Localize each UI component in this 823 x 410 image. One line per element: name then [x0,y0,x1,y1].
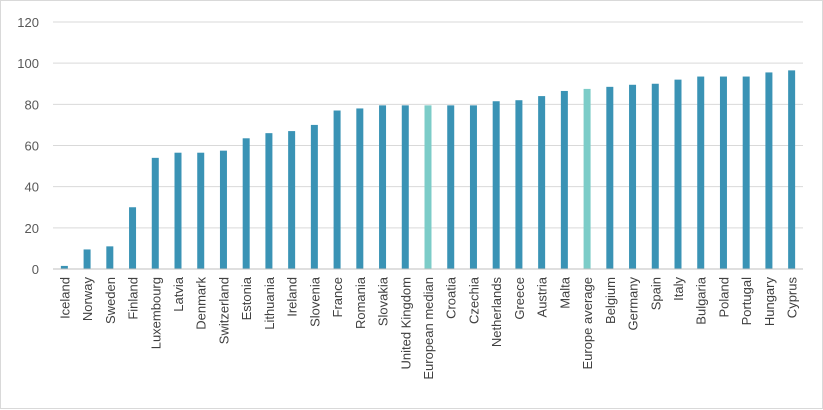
bar-ireland [288,131,296,269]
bar-united-kingdom [401,105,409,269]
x-tick-label-czechia: Czechia [466,276,481,324]
bars [60,70,796,270]
bar-czechia [469,105,477,269]
x-tick-label-estonia: Estonia [239,276,254,320]
bar-europe-average [583,88,591,269]
bar-denmark [197,152,205,269]
bar-germany [629,84,637,269]
x-tick-label-poland: Poland [716,277,731,317]
x-tick-label-europe-average: Europe average [580,277,595,370]
y-tick-label: 80 [25,97,39,112]
x-tick-label-portugal: Portugal [739,277,754,326]
bar-austria [538,96,546,269]
x-tick-label-ireland: Ireland [285,277,300,317]
bar-netherlands [492,101,500,269]
bar-estonia [242,138,250,269]
bar-italy [674,79,682,269]
bar-spain [651,83,659,269]
x-tick-label-norway: Norway [80,277,95,322]
x-tick-label-austria: Austria [535,276,550,317]
bar-lithuania [265,133,273,269]
y-tick-label: 60 [25,139,39,154]
bar-poland [719,76,727,269]
x-tick-label-greece: Greece [512,277,527,320]
bar-france [333,110,341,269]
x-tick-label-sweden: Sweden [103,277,118,324]
y-tick-label: 20 [25,221,39,236]
x-tick-label-romania: Romania [353,276,368,329]
x-tick-label-france: France [330,277,345,317]
x-tick-label-lithuania: Lithuania [262,276,277,330]
x-tick-label-iceland: Iceland [57,277,72,319]
bar-portugal [742,76,750,269]
x-tick-label-united-kingdom: United Kingdom [398,277,413,370]
y-tick-label: 120 [17,15,39,30]
y-tick-label: 100 [17,56,39,71]
bar-sweden [106,246,114,269]
x-tick-label-slovakia: Slovakia [376,276,391,326]
x-tick-label-finland: Finland [126,277,141,320]
bar-bulgaria [697,76,705,269]
bar-hungary [765,72,773,269]
x-tick-label-switzerland: Switzerland [216,277,231,344]
x-tick-label-croatia: Croatia [444,276,459,319]
x-tick-label-cyprus: Cyprus [785,277,800,319]
x-tick-label-netherlands: Netherlands [489,277,504,348]
x-tick-label-belgium: Belgium [603,277,618,324]
x-tick-label-slovenia: Slovenia [307,276,322,327]
x-tick-label-italy: Italy [671,277,686,301]
y-axis-ticks: 0 20 40 60 80 100 120 [17,15,39,277]
x-tick-label-bulgaria: Bulgaria [694,276,709,324]
bar-european-median [424,105,432,269]
x-tick-label-luxembourg: Luxembourg [148,277,163,349]
x-tick-label-denmark: Denmark [194,277,209,330]
bar-malta [560,90,568,270]
x-tick-label-germany: Germany [626,277,641,331]
bar-romania [356,108,364,269]
x-tick-label-malta: Malta [557,276,572,309]
bar-slovakia [379,105,387,269]
y-tick-label: 40 [25,180,39,195]
bar-finland [129,207,137,269]
x-tick-label-latvia: Latvia [171,276,186,311]
bar-slovenia [310,124,318,270]
y-tick-label: 0 [32,262,39,277]
bar-croatia [447,105,455,269]
bar-iceland [60,265,68,269]
bar-switzerland [219,150,227,269]
x-tick-label-spain: Spain [648,277,663,310]
bar-latvia [174,152,182,269]
bar-norway [83,249,91,269]
bar-cyprus [788,70,796,269]
bar-luxembourg [151,157,159,269]
x-axis-labels: Iceland Norway Sweden Finland Luxembourg Latv… [57,276,799,379]
bar-greece [515,100,523,269]
x-tick-label-hungary: Hungary [762,277,777,327]
bar-belgium [606,86,614,270]
x-tick-label-european-median: European median [421,277,436,380]
